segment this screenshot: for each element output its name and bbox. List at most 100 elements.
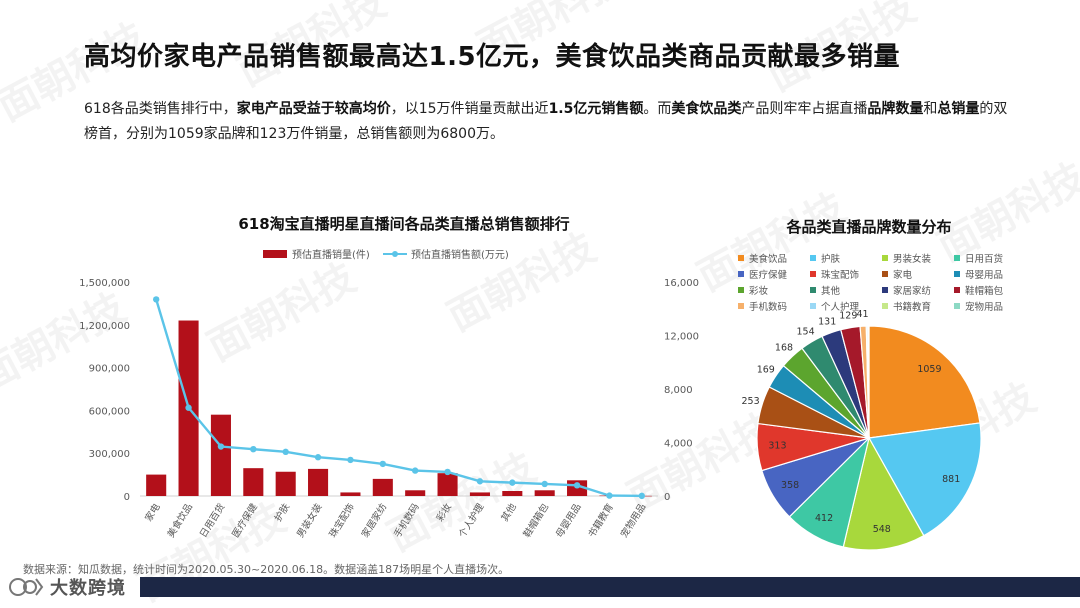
line-point-其他 (509, 479, 516, 486)
pie-legend-swatch (810, 302, 816, 309)
summary-text: 产品则牢牢占据直播 (741, 101, 868, 117)
pie-legend-item: 家电 (882, 267, 954, 281)
pie-legend-label: 日用百货 (965, 253, 1004, 265)
pie-legend-label: 珠宝配饰 (821, 269, 860, 281)
summary-text: ，以15万件销量贡献出近 (390, 101, 549, 117)
bar-家电 (146, 474, 167, 496)
pie-legend-item: 护肤 (810, 251, 882, 265)
bar-其他 (502, 491, 523, 496)
pie-data-label: 548 (873, 524, 891, 535)
pie-legend-swatch (882, 270, 888, 277)
summary-text: 的双榜首，分别为1059家品牌和123万件销量，总销售额则为6800万。 (84, 101, 1008, 142)
pie-slice-护肤 (868, 422, 982, 537)
pie-legend-swatch (810, 270, 816, 277)
bar-医疗保健 (243, 468, 264, 496)
bar-家居家纺 (372, 478, 393, 496)
y-right-tick-label: 8,000 (664, 385, 693, 396)
y-right-tick-label: 12,000 (664, 332, 699, 343)
pie-legend: 美食饮品 护肤 男装女装 日用百货医疗保健 珠宝配饰 家电 母婴用品彩妆 其他 家居家纺 鞋帽箱包… (738, 251, 1038, 313)
bar-鞋帽箱包 (534, 490, 555, 496)
pie-legend-item: 宠物用品 (954, 299, 1026, 313)
y-left-tick-label: 600,000 (89, 406, 130, 417)
pie-legend-label: 护肤 (821, 253, 841, 265)
bar-珠宝配饰 (340, 492, 361, 496)
pie-legend-item: 医疗保健 (738, 267, 810, 281)
summary-highlight: 1.5亿元销售额 (548, 101, 644, 117)
pie-data-label: 313 (768, 441, 786, 452)
y-left-tick-label: 0 (124, 492, 130, 503)
pie-data-label: 412 (815, 513, 833, 524)
legend-swatch-bar (263, 250, 287, 258)
pie-legend-swatch (882, 286, 888, 293)
line-series-sales (155, 299, 642, 498)
pie-legend-label: 手机数码 (749, 301, 788, 313)
line-point-彩妆 (444, 468, 451, 476)
pie-data-label: 358 (781, 480, 799, 491)
pie-legend-swatch (954, 286, 960, 293)
summary-text: 。而 (643, 101, 672, 117)
pie-legend-item: 日用百货 (954, 251, 1026, 265)
summary-text: 和 (923, 101, 938, 117)
pie-legend-swatch (882, 302, 888, 309)
pie-legend-item: 其他 (810, 283, 882, 297)
bar-彩妆 (437, 473, 458, 496)
pie-legend-swatch (810, 286, 816, 293)
summary-highlight: 美食饮品类 (671, 101, 742, 117)
pie-legend-swatch (954, 254, 960, 261)
bar-护肤 (275, 471, 296, 496)
pie-legend-item: 家居家纺 (882, 283, 954, 297)
legend-label-line: 预估直播销售额(万元) (411, 248, 509, 261)
pie-data-label: 131 (818, 316, 836, 327)
y-left-tick-label: 300,000 (89, 449, 130, 460)
pie-legend-label: 个人护理 (821, 301, 860, 313)
bar-手机数码 (405, 490, 426, 496)
pie-legend-item: 书籍教育 (882, 299, 954, 313)
line-point-医疗保健 (250, 445, 257, 453)
bar-chart-title: 618淘宝直播明星直播间各品类直播总销售额排行 (238, 215, 569, 233)
line-point-护肤 (282, 448, 289, 456)
pie-legend-item: 男装女装 (882, 251, 954, 265)
pie-legend-item: 美食饮品 (738, 251, 810, 265)
summary-paragraph: 618各品类销售排行中，家电产品受益于较高均价，以15万件销量贡献出近1.5亿元… (84, 97, 1014, 147)
line-point-家电 (152, 296, 160, 303)
brand-logo-icon (9, 578, 44, 596)
pie-legend-label: 鞋帽箱包 (965, 285, 1004, 297)
pie-chart-title: 各品类直播品牌数量分布 (786, 218, 952, 236)
bar-日用百货 (210, 414, 231, 496)
line-point-珠宝配饰 (347, 456, 354, 464)
summary-highlight: 品牌数量 (867, 101, 924, 117)
summary-highlight: 总销量 (937, 101, 980, 117)
pie-data-label: 169 (757, 364, 775, 375)
pie-data-label: 154 (797, 326, 815, 337)
pie-legend-swatch (738, 270, 744, 277)
y-right-tick-label: 4,000 (664, 439, 693, 450)
line-point-家居家纺 (379, 460, 387, 468)
line-point-日用百货 (217, 443, 225, 450)
pie-legend-item: 鞋帽箱包 (954, 283, 1026, 297)
line-point-鞋帽箱包 (541, 480, 548, 488)
pie-slice-美食饮品 (868, 325, 981, 439)
y-left-tick-label: 1,200,000 (79, 321, 130, 332)
summary-highlight: 家电产品受益于较高均价 (236, 101, 391, 117)
pie-legend-label: 宠物用品 (965, 301, 1004, 313)
pie-legend-label: 美食饮品 (749, 253, 788, 265)
source-note: 数据来源：知瓜数据，统计时间为2020.05.30~2020.06.18。数据涵… (23, 563, 510, 576)
pie-legend-swatch (738, 302, 744, 309)
pie-legend-item: 母婴用品 (954, 267, 1026, 281)
pie-data-label: 1059 (917, 364, 941, 375)
page-title: 高均价家电产品销售额最高达1.5亿元，美食饮品类商品贡献最多销量 (84, 42, 901, 72)
pie-legend-item: 彩妆 (738, 283, 810, 297)
bar-个人护理 (469, 492, 490, 496)
pie-data-label: 41 (856, 309, 868, 320)
pie-legend-item: 手机数码 (738, 299, 810, 313)
pie-legend-label: 其他 (821, 285, 841, 297)
pie-legend-swatch (954, 302, 960, 309)
pie-legend-swatch (810, 254, 816, 261)
line-point-男装女装 (314, 454, 322, 461)
pie-slice-男装女装 (842, 436, 925, 551)
bar-男装女装 (308, 468, 329, 496)
pie-legend-swatch (954, 270, 960, 277)
pie-legend-label: 彩妆 (749, 285, 769, 297)
legend-label-bar: 预估直播销量(件) (292, 248, 370, 261)
